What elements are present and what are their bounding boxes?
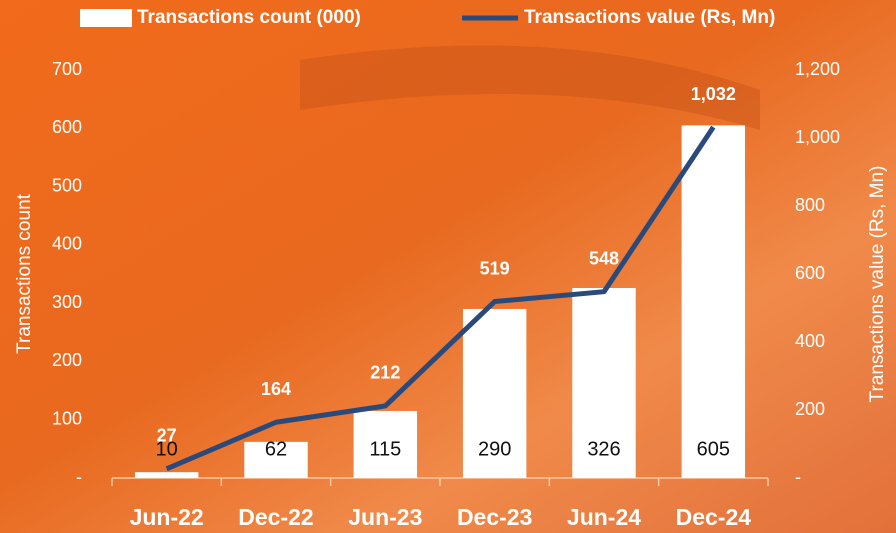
x-tick-label: Jun-22 [130, 504, 204, 530]
legend-label: Transactions count (000) [137, 7, 361, 28]
bar-value-label: 290 [478, 438, 511, 460]
y-tick-label: 400 [52, 234, 82, 254]
line-value-label: 519 [480, 258, 510, 278]
line-value-label: 164 [261, 379, 291, 399]
y2-tick-label: 400 [795, 331, 825, 351]
legend-label: Transactions value (Rs, Mn) [524, 7, 775, 28]
bar [682, 125, 745, 478]
bar-value-label: 115 [369, 438, 401, 460]
bar-value-label: 605 [697, 438, 730, 460]
page: Transactions count Transactions value (R… [0, 0, 896, 533]
y-tick-label: 500 [52, 175, 82, 195]
line-value-label: 548 [589, 248, 619, 268]
line-value-label: 27 [157, 426, 177, 446]
y-tick-label: 700 [52, 59, 82, 79]
y-tick-label: 600 [52, 117, 82, 137]
y2-tick-label: 1,200 [795, 59, 840, 79]
y2-axis-title: Transactions value (Rs, Mn) [867, 166, 888, 403]
bar [135, 472, 198, 478]
bar-value-label: 62 [265, 438, 287, 460]
y2-tick-label: 600 [795, 263, 825, 283]
line-value-label: 1,032 [691, 84, 736, 104]
y2-tick-label: 200 [795, 399, 825, 419]
x-tick-label: Dec-23 [457, 504, 532, 530]
x-tick-label: Dec-22 [238, 504, 313, 530]
y-tick-label: 300 [52, 292, 82, 312]
y2-tick-label: 800 [795, 195, 825, 215]
y-tick-label: 200 [52, 350, 82, 370]
line-value-label: 212 [370, 363, 400, 383]
y-axis-title: Transactions count [14, 193, 35, 354]
bar-value-label: 326 [587, 438, 620, 460]
x-tick-label: Jun-24 [567, 504, 641, 530]
chart: Transactions count Transactions value (R… [0, 0, 896, 533]
x-tick-label: Dec-24 [676, 504, 752, 530]
legend-swatch [80, 9, 132, 27]
x-tick-label: Jun-23 [348, 504, 422, 530]
y-tick-label: 100 [52, 408, 82, 428]
y-tick-label: - [76, 467, 82, 487]
y2-tick-label: 1,000 [795, 127, 840, 147]
y2-tick-label: - [795, 467, 801, 487]
